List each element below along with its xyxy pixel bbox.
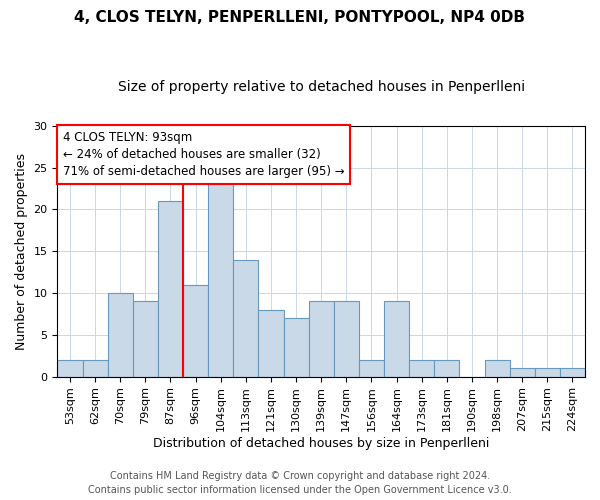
Bar [485, 360, 509, 376]
Bar [107, 293, 133, 376]
Text: 4, CLOS TELYN, PENPERLLENI, PONTYPOOL, NP4 0DB: 4, CLOS TELYN, PENPERLLENI, PONTYPOOL, N… [74, 10, 526, 25]
Bar [509, 368, 535, 376]
X-axis label: Distribution of detached houses by size in Penperlleni: Distribution of detached houses by size … [153, 437, 490, 450]
Bar [334, 302, 359, 376]
Bar [434, 360, 460, 376]
Bar [535, 368, 560, 376]
Bar [359, 360, 384, 376]
Bar [158, 201, 183, 376]
Bar [83, 360, 107, 376]
Bar [58, 360, 83, 376]
Text: Contains HM Land Registry data © Crown copyright and database right 2024.
Contai: Contains HM Land Registry data © Crown c… [88, 471, 512, 495]
Y-axis label: Number of detached properties: Number of detached properties [15, 152, 28, 350]
Title: Size of property relative to detached houses in Penperlleni: Size of property relative to detached ho… [118, 80, 525, 94]
Bar [233, 260, 259, 376]
Bar [409, 360, 434, 376]
Bar [133, 302, 158, 376]
Bar [560, 368, 585, 376]
Bar [259, 310, 284, 376]
Bar [183, 284, 208, 376]
Text: 4 CLOS TELYN: 93sqm
← 24% of detached houses are smaller (32)
71% of semi-detach: 4 CLOS TELYN: 93sqm ← 24% of detached ho… [62, 130, 344, 178]
Bar [284, 318, 308, 376]
Bar [308, 302, 334, 376]
Bar [384, 302, 409, 376]
Bar [208, 176, 233, 376]
